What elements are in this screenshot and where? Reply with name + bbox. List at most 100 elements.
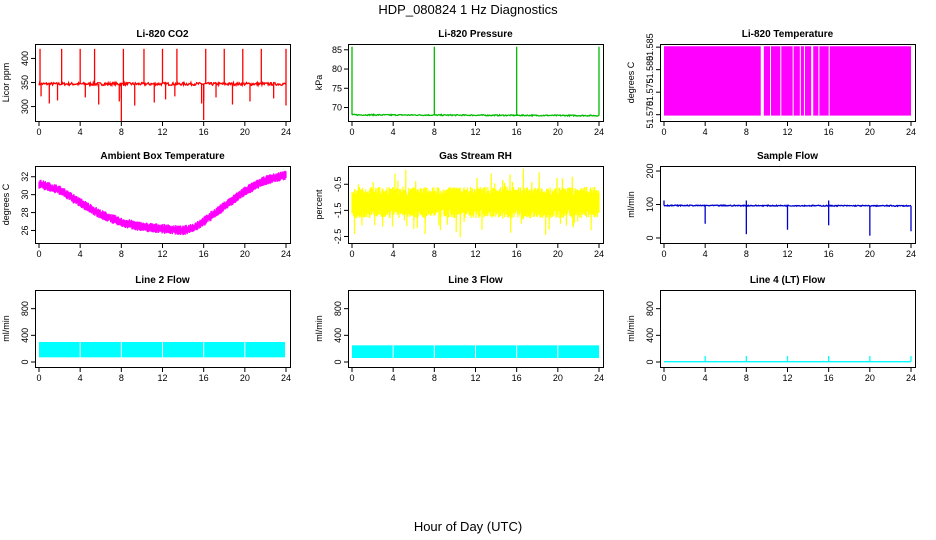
plot-frame: [660, 290, 916, 368]
x-tick-label: 12: [157, 373, 167, 383]
data-gap: [79, 341, 81, 359]
x-tick-label: 8: [119, 127, 124, 137]
x-tick-label: 8: [119, 373, 124, 383]
x-tick-label: 0: [349, 373, 354, 383]
x-tick-label: 4: [391, 373, 396, 383]
data-gap: [770, 45, 772, 117]
x-tick-label: 0: [36, 373, 41, 383]
plot-frame: [660, 166, 916, 244]
y-axis-label: ml/min: [626, 191, 636, 218]
panel-sample_flow: Sample Flow ml/min 0 4 8 12 16 20 24 0 100 200: [626, 151, 916, 259]
series-box_temp: [38, 170, 287, 236]
x-tick-label: 16: [512, 249, 522, 259]
y-axis-label: kPa: [314, 75, 324, 91]
x-tick-label: 12: [470, 373, 480, 383]
y-tick-label: -2.5: [333, 229, 343, 245]
x-tick-label: 20: [553, 373, 563, 383]
x-tick-label: 12: [470, 127, 480, 137]
data-gap: [557, 344, 559, 359]
x-tick-label: 12: [470, 249, 480, 259]
y-tick-label: 51.575: [645, 78, 655, 106]
figure-title: HDP_080824 1 Hz Diagnostics: [378, 2, 558, 17]
y-tick-label: 26: [20, 225, 30, 235]
y-tick-label: 400: [20, 328, 30, 343]
y-axis-label: percent: [314, 189, 324, 220]
panel-box_temp: Ambient Box Temperature degrees C 0 4 8 12 16 2…: [1, 151, 291, 259]
plot-frame: [348, 290, 604, 368]
x-tick-label: 24: [594, 127, 604, 137]
data-trace: [351, 168, 600, 238]
y-tick-label: 0: [645, 359, 655, 364]
data-gap: [433, 344, 435, 359]
x-tick-label: 8: [119, 249, 124, 259]
x-tick-label: 24: [906, 127, 916, 137]
plot-frame: [348, 44, 604, 122]
panel-line4: Line 4 (LT) Flow ml/min 0 4 8 12 16 20 24 0 400 800: [626, 275, 916, 383]
y-tick-label: 51.570: [645, 101, 655, 129]
x-tick-label: 20: [240, 373, 250, 383]
panel-title: Gas Stream RH: [439, 151, 512, 162]
x-tick-label: 8: [744, 127, 749, 137]
data-gap: [811, 45, 814, 117]
panel-title: Li-820 Pressure: [438, 29, 513, 40]
data-gap: [792, 45, 794, 117]
x-tick-label: 16: [824, 249, 834, 259]
panel-title: Line 2 Flow: [135, 275, 190, 286]
x-tick-label: 12: [782, 127, 792, 137]
y-tick-label: 0: [645, 235, 655, 240]
x-tick-label: 24: [281, 249, 291, 259]
plot-frame: [35, 44, 291, 122]
data-gap: [780, 45, 782, 117]
y-tick-label: 100: [645, 197, 655, 212]
y-tick-label: 28: [20, 208, 30, 218]
x-tick-label: 4: [78, 373, 83, 383]
panel-title: Li-820 CO2: [136, 29, 189, 40]
x-tick-label: 8: [744, 249, 749, 259]
x-tick-label: 20: [865, 127, 875, 137]
y-tick-label: 800: [20, 301, 30, 316]
y-tick-label: 75: [332, 83, 342, 93]
y-tick-label: 400: [20, 51, 30, 66]
y-tick-label: 32: [20, 172, 30, 182]
series-line2: [39, 341, 286, 359]
x-tick-label: 24: [594, 373, 604, 383]
x-tick-label: 16: [512, 127, 522, 137]
y-axis-label: degrees C: [1, 183, 11, 225]
y-tick-label: 0: [20, 359, 30, 364]
series-line3: [352, 344, 599, 359]
y-tick-label: -0.5: [333, 177, 343, 193]
x-tick-label: 16: [512, 373, 522, 383]
panel-co2: Li-820 CO2 Licor ppm 0 4 8 12 16 20 24 300 350 400: [1, 29, 291, 137]
plot-frame: [35, 166, 291, 244]
x-tick-label: 8: [432, 373, 437, 383]
x-tick-label: 4: [703, 127, 708, 137]
x-tick-label: 4: [78, 127, 83, 137]
x-tick-label: 12: [782, 373, 792, 383]
x-tick-label: 20: [865, 249, 875, 259]
panel-li_temp: Li-820 Temperature degrees C 0 4 8 12 16 20 24 51…: [626, 29, 916, 137]
x-tick-label: 20: [865, 373, 875, 383]
y-tick-label: 80: [332, 64, 342, 74]
y-tick-label: 85: [332, 45, 342, 55]
x-tick-label: 16: [824, 373, 834, 383]
y-tick-label: 0: [333, 359, 343, 364]
x-tick-label: 12: [157, 127, 167, 137]
y-tick-label: 800: [645, 301, 655, 316]
panel-rh: Gas Stream RH percent 0 4 8 12 16 20 24 -2.5 -1.5 -…: [314, 151, 604, 259]
data-gap: [803, 45, 805, 117]
series-line4: [664, 356, 912, 363]
plot-frame: [348, 166, 604, 244]
data-gap: [392, 344, 394, 359]
series-co2: [38, 48, 287, 121]
x-tick-label: 24: [906, 249, 916, 259]
x-tick-label: 12: [782, 249, 792, 259]
data-gap: [120, 341, 122, 359]
series-sample_flow: [663, 200, 912, 236]
y-axis-label: ml/min: [1, 315, 11, 342]
y-tick-label: 30: [20, 190, 30, 200]
series-li_temp: [664, 45, 911, 117]
y-tick-label: 350: [20, 75, 30, 90]
data-gap: [474, 344, 476, 359]
x-tick-label: 4: [703, 373, 708, 383]
